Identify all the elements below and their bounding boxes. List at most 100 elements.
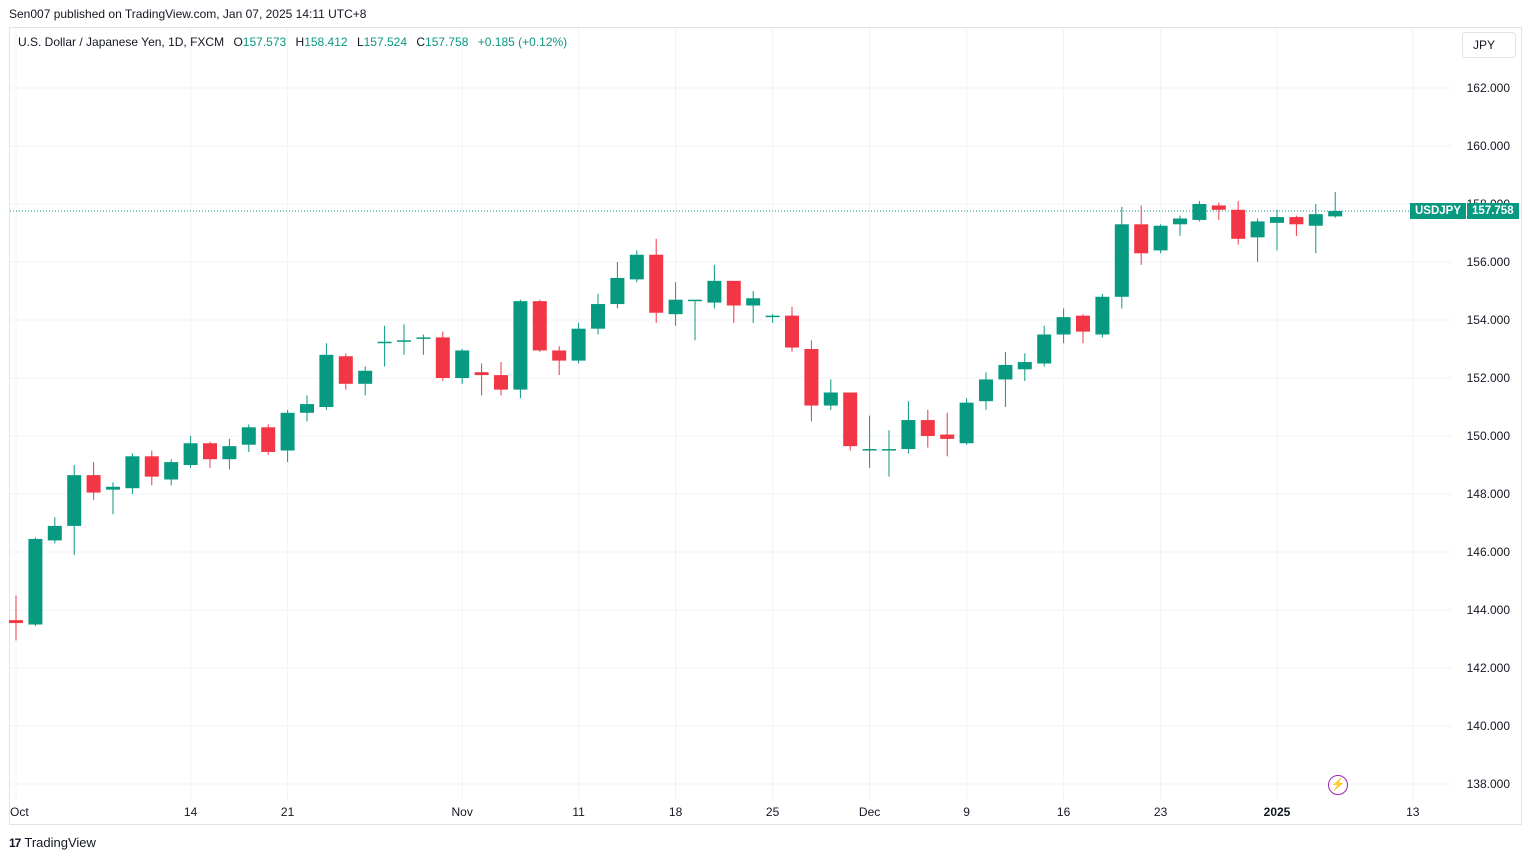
candle <box>67 465 82 555</box>
x-tick-label: 25 <box>766 805 780 819</box>
candle <box>1037 325 1052 367</box>
candle-body <box>668 299 683 315</box>
candle <box>222 438 237 470</box>
candle-body <box>610 277 625 305</box>
candle <box>358 366 373 396</box>
candle <box>1076 314 1090 344</box>
candle-body <box>1056 317 1071 335</box>
candle-body <box>765 315 780 318</box>
candle-body <box>1017 362 1032 370</box>
candle-body <box>1134 224 1149 254</box>
candle <box>862 415 877 468</box>
candle <box>823 379 838 410</box>
x-tick-label: 13 <box>1406 805 1420 819</box>
candle <box>125 453 140 494</box>
candle-body <box>1289 217 1304 225</box>
candle-body <box>1211 205 1226 210</box>
candle-body <box>261 427 276 452</box>
tradingview-logo-icon: 17 <box>9 835 21 850</box>
candle-body <box>377 341 392 344</box>
candle <box>668 282 683 326</box>
candle <box>86 462 101 500</box>
candle <box>1250 218 1265 262</box>
candle <box>1056 308 1071 344</box>
footer-logo[interactable]: 17 TradingView <box>9 835 96 850</box>
candle <box>9 595 23 641</box>
y-tick-label: 142.000 <box>1467 661 1511 675</box>
currency-button[interactable]: JPY <box>1462 32 1516 58</box>
candle-body <box>203 443 217 460</box>
lightning-icon[interactable]: ⚡ <box>1328 775 1348 795</box>
candle <box>901 401 916 454</box>
low-value: 157.524 <box>363 35 408 49</box>
candle-body <box>1192 204 1207 220</box>
price-tag-symbol: USDJPY <box>1410 203 1467 219</box>
open-value: 157.573 <box>242 35 287 49</box>
candle <box>552 346 567 376</box>
candle-body <box>1153 225 1168 251</box>
candle <box>959 398 974 445</box>
candle <box>940 412 955 457</box>
candle-body <box>823 392 838 406</box>
candle-body <box>397 340 411 342</box>
x-tick-label: 9 <box>963 805 970 819</box>
candle-body <box>688 299 702 302</box>
candle <box>804 340 819 422</box>
candle-body <box>804 349 819 406</box>
y-axis: 162.000160.000158.000156.000154.000152.0… <box>1467 81 1511 791</box>
symbol-title: U.S. Dollar / Japanese Yen, 1D, FXCM <box>18 35 225 49</box>
candle <box>765 314 780 323</box>
y-tick-label: 154.000 <box>1467 313 1511 327</box>
y-tick-label: 140.000 <box>1467 719 1511 733</box>
candle <box>1328 192 1343 218</box>
candle <box>979 372 993 410</box>
candle-body <box>358 370 373 384</box>
open-label: O <box>233 35 243 49</box>
symbol-legend: U.S. Dollar / Japanese Yen, 1D, FXCM O15… <box>18 35 567 49</box>
chart-frame <box>9 27 1522 825</box>
candle-body <box>979 379 993 402</box>
candle-body <box>591 304 605 329</box>
candle-body <box>901 420 916 450</box>
candle-body <box>1308 214 1323 226</box>
candle <box>494 362 508 396</box>
candle <box>726 280 741 323</box>
y-tick-label: 152.000 <box>1467 371 1511 385</box>
candle-body <box>1270 217 1284 223</box>
candle-body <box>629 254 644 280</box>
candle <box>203 441 217 468</box>
candle <box>397 324 411 355</box>
candle <box>1114 206 1129 309</box>
y-tick-label: 160.000 <box>1467 139 1511 153</box>
candle <box>300 395 314 422</box>
x-tick-label: Nov <box>452 805 473 819</box>
high-label: H <box>295 35 305 49</box>
candle <box>106 482 120 515</box>
candle <box>1231 201 1246 245</box>
candle-body <box>726 280 741 306</box>
candle-body <box>1076 315 1090 332</box>
candle-body <box>1250 221 1265 238</box>
candle-body <box>300 404 314 413</box>
y-tick-label: 156.000 <box>1467 255 1511 269</box>
candle-body <box>144 456 159 477</box>
candle <box>707 264 722 309</box>
candle <box>416 334 431 355</box>
candle <box>474 363 489 396</box>
candle <box>455 349 470 384</box>
candle-body <box>338 356 353 384</box>
candle <box>1173 215 1187 236</box>
candle <box>377 325 392 367</box>
candle-body <box>106 486 120 490</box>
candle-body <box>455 350 470 378</box>
footer-brand: TradingView <box>24 835 96 850</box>
candle <box>920 409 935 448</box>
candle-body <box>494 375 508 390</box>
candle-body <box>532 301 547 351</box>
x-tick-label: 2025 <box>1264 805 1291 819</box>
candle <box>882 430 896 477</box>
low-label: L <box>356 35 364 49</box>
x-tick-label: 23 <box>1154 805 1168 819</box>
candle-body <box>785 315 799 348</box>
